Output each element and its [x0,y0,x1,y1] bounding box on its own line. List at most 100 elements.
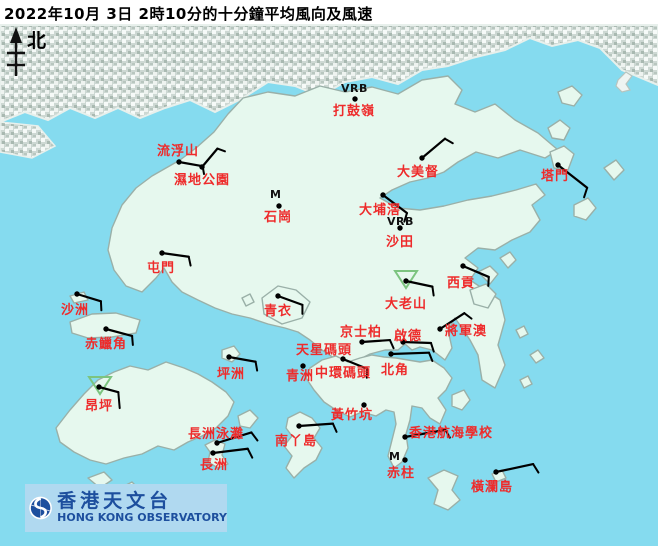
hko-logo-icon [29,496,52,520]
wind-barb-shaft [276,294,304,306]
station-green-island: 青洲 [286,363,314,384]
station-label: 大美督 [397,164,439,180]
station-waglan-island: 橫瀾島 [471,462,540,495]
wind-barb-feather [427,351,434,363]
station-flag-m: M [389,450,400,463]
tsing-yi-island [261,285,311,325]
station-dot [159,250,165,256]
hko-logo-chinese: 香港天文台 [57,490,173,513]
station-dot [296,423,302,429]
station-dot [388,351,394,357]
station-label: 長洲泳灘 [188,426,244,442]
wind-barb-shaft [404,279,434,288]
wind-barb-shaft [104,327,134,338]
wind-barb-feather [463,312,473,320]
station-dot [275,293,281,299]
urban-left-patch [0,121,57,159]
wind-barb-shaft [75,292,103,303]
station-dot [214,440,220,446]
station-cheung-chau: 長洲 [200,447,254,473]
station-dot [397,225,403,231]
station-wong-chuk-hang: 黃竹坑 [330,402,373,423]
wind-barb-feather [388,339,395,350]
station-dot [493,469,499,475]
station-label: 青洲 [286,368,314,384]
station-label: 西貢 [447,276,475,291]
wind-barb-shaft [494,462,535,474]
wind-barb-shaft [160,251,190,258]
station-dot [74,291,80,297]
wind-barb-feather [403,212,408,223]
station-label: 赤鱲角 [85,336,127,352]
station-dot [402,457,408,463]
station-dot [96,384,102,390]
calm-triangle-icon [87,376,113,396]
station-label: 中環碼頭 [315,365,371,381]
station-kai-tak: 啟德 [394,328,435,353]
wind-barb-feather [331,422,338,433]
wind-barb-shaft [227,355,257,363]
calm-triangle-icon [393,270,419,290]
station-label: 打鼓嶺 [333,103,375,119]
wind-barb-shaft [461,264,490,279]
station-dot [340,356,346,362]
station-label: 沙洲 [61,303,89,318]
station-dot [352,96,358,102]
wind-barb-shaft [403,428,447,439]
hko-logo-english: HONG KONG OBSERVATORY [57,511,227,525]
wind-barb-feather [131,334,134,346]
station-label: 濕地公園 [174,172,230,188]
chek-lap-kok-airport [69,312,141,339]
wind-barb-feather [429,341,435,353]
crescent-island [615,71,633,93]
station-label: 青衣 [264,303,292,319]
wind-barb-shaft [177,160,204,168]
station-cheung-chau-beach: 長洲泳灘 [188,426,259,446]
wind-barb-feather [444,428,451,439]
station-star-ferry-pier: 天星碼頭 [296,343,369,379]
station-label: 沙田 [386,235,414,250]
wind-barb-feather [532,463,540,474]
station-flag-vrb: VRB [387,215,414,228]
station-tai-po-kau: 大埔滘 [359,192,409,223]
station-lamma-island: 南丫島 [275,422,338,449]
station-flag-vrb: VRB [341,82,368,95]
wind-barb-shaft [438,312,466,331]
wind-barb-feather [254,360,259,372]
station-dot [361,402,367,408]
station-central-pier: 中環碼頭 [315,365,371,381]
station-wetland-park: 濕地公園 [174,147,230,188]
station-north-point: 北角 [381,351,434,378]
station-dot [419,155,425,161]
station-label: 長洲 [200,458,228,473]
wind-barb-feather [187,255,192,267]
hko-logo-bar: 香港天文台 HONG KONG OBSERVATORY [25,484,227,532]
station-dot [460,263,466,269]
station-label: 黃竹坑 [330,407,373,423]
wind-barb-shaft [556,163,589,189]
wind-barb-feather [250,431,259,442]
wind-barb-shaft [200,147,219,169]
station-dot [176,159,182,165]
station-ngong-ping: 昂坪 [85,376,121,414]
wind-barb-feather [431,285,435,297]
station-tates-cairn: 大老山 [385,270,435,312]
station-label: 流浮山 [157,143,199,159]
lamma-island-shape [283,411,323,479]
station-kings-park: 京士柏 [340,324,395,350]
station-dot [400,339,406,345]
wind-barb-shaft [211,447,249,455]
station-label: 大埔滘 [359,202,401,218]
station-label: 石崗 [263,210,292,225]
station-dot [402,434,408,440]
north-arrow-label: 北 [27,30,46,52]
wind-barb-shaft [381,193,409,215]
wind-barb-shaft [401,340,433,345]
station-dot [403,278,409,284]
wind-barb-shaft [297,422,335,428]
station-label: 屯門 [147,260,175,276]
wind-barb-shaft [97,385,120,394]
station-label: 天星碼頭 [296,343,352,358]
